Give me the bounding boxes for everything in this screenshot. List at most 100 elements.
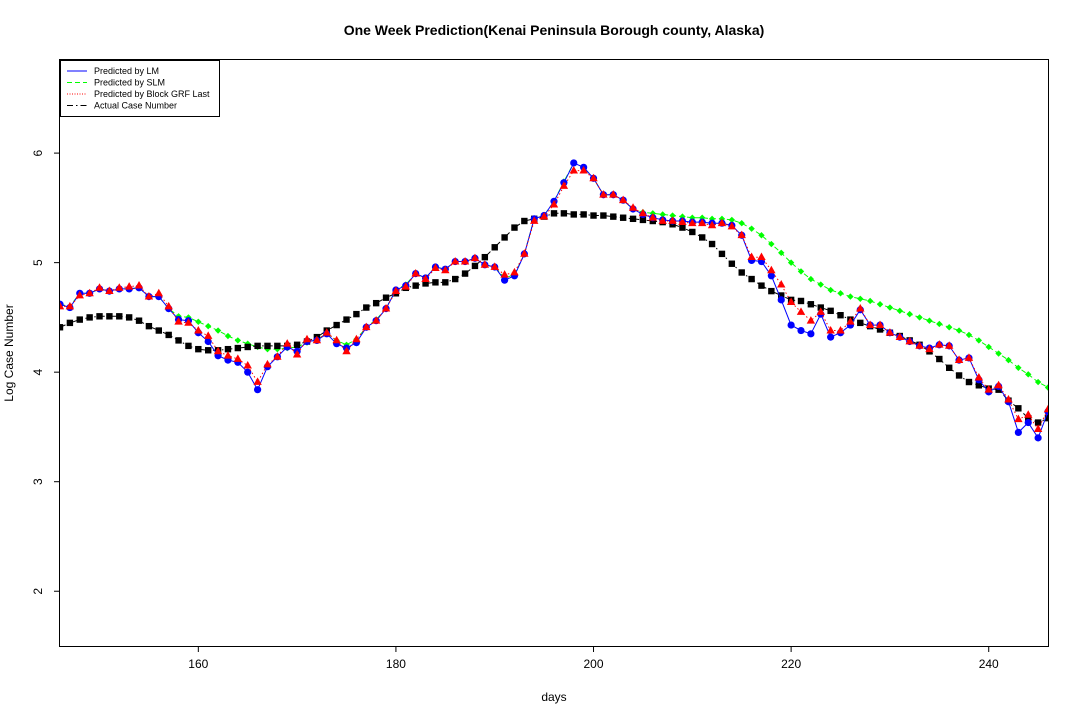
data-point [174, 317, 183, 325]
data-point [244, 343, 251, 351]
data-point [293, 341, 301, 348]
data-point [985, 343, 992, 351]
data-point [797, 326, 805, 335]
data-point [797, 297, 805, 305]
data-point [955, 327, 963, 334]
data-point [234, 337, 242, 344]
data-point [975, 382, 983, 389]
data-point [85, 288, 94, 297]
data-point [442, 279, 449, 286]
data-point [549, 199, 559, 208]
data-point [371, 316, 381, 324]
data-point [955, 372, 963, 379]
data-point [550, 210, 558, 217]
data-point [827, 333, 835, 341]
data-point [688, 218, 697, 227]
data-point [322, 328, 331, 336]
data-point [116, 313, 123, 320]
data-point [154, 288, 163, 297]
data-point [184, 318, 193, 326]
data-point [96, 313, 103, 320]
data-point [1043, 404, 1048, 413]
data-point [233, 354, 243, 362]
data-point [521, 217, 528, 225]
y-tick-label: 3 [31, 478, 45, 485]
data-point [60, 301, 65, 310]
data-point [778, 249, 785, 256]
x-axis-label: days [541, 690, 566, 704]
data-point [757, 252, 766, 261]
data-point [865, 320, 875, 328]
data-point [342, 346, 351, 355]
data-point [758, 232, 765, 239]
data-point [391, 286, 401, 295]
data-point [954, 355, 964, 364]
data-point [500, 270, 509, 278]
data-point [896, 307, 903, 315]
data-point [412, 282, 419, 289]
data-point [363, 304, 370, 311]
y-tick-label: 6 [31, 149, 45, 156]
data-point [590, 212, 597, 219]
data-point [254, 386, 262, 394]
data-point [460, 256, 470, 265]
data-point [738, 269, 745, 276]
data-point [629, 215, 637, 223]
data-point [728, 260, 736, 267]
data-point [452, 275, 459, 283]
data-point [837, 312, 844, 319]
data-point [86, 314, 93, 321]
y-tick-label: 5 [31, 259, 45, 266]
data-point [964, 353, 974, 361]
data-point [748, 225, 755, 232]
data-point [767, 265, 776, 274]
data-point [768, 240, 775, 248]
data-point [441, 265, 450, 274]
data-point [659, 211, 666, 218]
data-point [253, 377, 262, 385]
data-point [155, 327, 162, 334]
data-point [352, 334, 361, 343]
data-point [569, 166, 578, 174]
data-point [589, 173, 598, 182]
data-point [559, 181, 569, 189]
data-point [807, 330, 815, 338]
data-point [747, 252, 756, 261]
data-point [244, 368, 252, 376]
legend-label: Predicted by SLM [94, 78, 165, 88]
data-point [511, 224, 518, 231]
data-point [698, 218, 707, 227]
plot-frame [59, 59, 1049, 647]
data-point [530, 216, 539, 224]
data-point [886, 304, 894, 311]
x-tick-label: 160 [188, 657, 208, 671]
data-point [935, 340, 944, 348]
data-point [421, 274, 430, 282]
data-point [461, 270, 469, 277]
data-point [718, 250, 726, 258]
data-point [332, 335, 341, 344]
data-point [905, 336, 914, 345]
data-point [134, 281, 144, 289]
data-point [362, 322, 371, 331]
data-point [708, 240, 716, 248]
data-point [796, 307, 806, 315]
data-point [125, 314, 133, 321]
data-point [856, 304, 865, 312]
data-point [1014, 414, 1023, 423]
data-point [411, 268, 420, 277]
data-point [234, 344, 242, 352]
data-point [1044, 384, 1048, 391]
data-point [600, 212, 607, 219]
data-point [431, 263, 440, 272]
data-point [204, 337, 212, 346]
data-point [994, 380, 1003, 389]
data-point [481, 253, 489, 261]
data-point [273, 352, 282, 360]
x-tick-label: 180 [386, 657, 406, 671]
data-point [826, 325, 835, 334]
data-point [343, 316, 350, 323]
data-point [501, 234, 508, 241]
data-point [619, 214, 627, 221]
data-point [975, 337, 983, 344]
